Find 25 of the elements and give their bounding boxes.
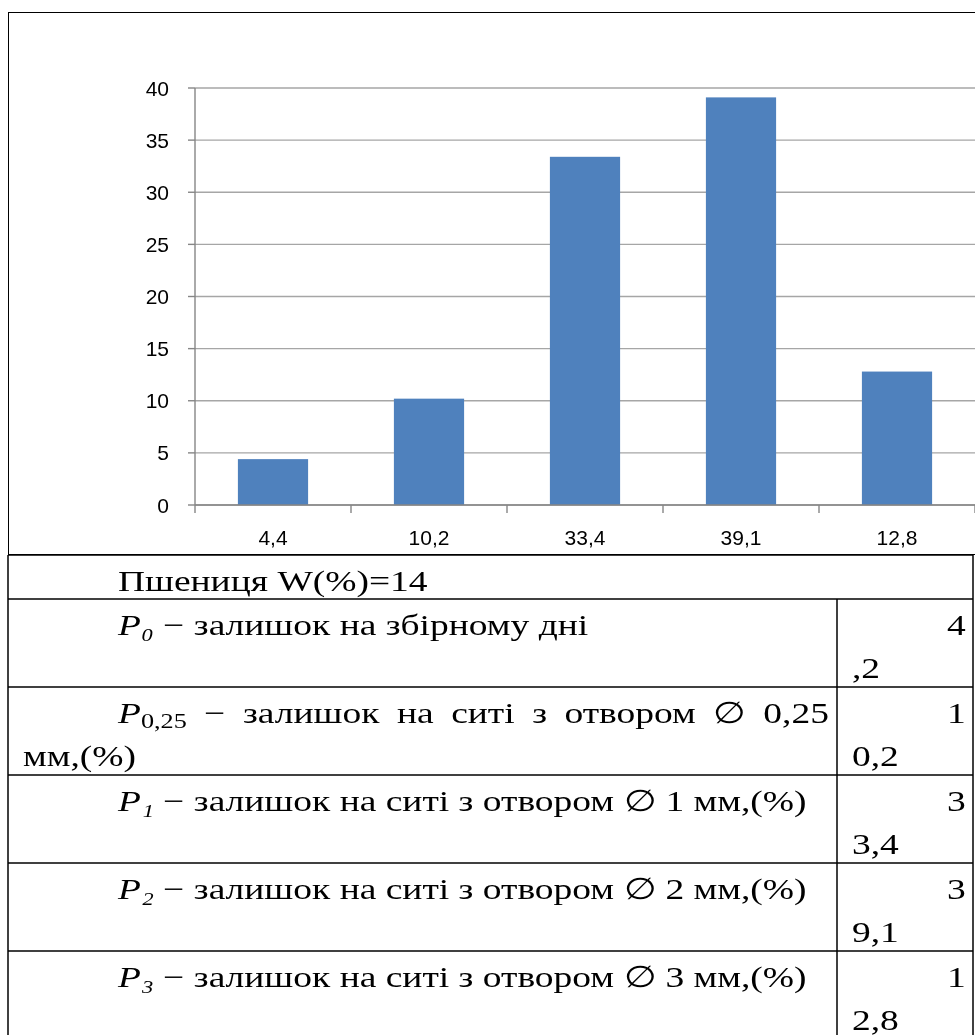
text: P₃ − залишок на ситі з отвором ∅ 3 мм,(%) [118,960,807,994]
y-tick-label: 40 [145,76,169,100]
text: 12,8 [852,960,966,1035]
y-tick-label: 35 [145,128,169,152]
text: P₀ − залишок на збірному дні [116,608,589,642]
y-tick-label: 30 [145,180,169,204]
x-tick-label: 10,2 [408,525,450,549]
x-tick-label: 39,1 [720,525,762,549]
y-tick-label: 5 [157,441,169,465]
text: 10,2 [852,696,966,773]
text: 4,2 [852,608,966,685]
text: 39,1 [852,872,966,949]
y-tick-label: 15 [145,337,169,361]
y-tick-label: 25 [145,232,169,256]
text: Пшениця W(%)=14 [118,564,428,599]
y-tick-label: 10 [145,389,169,413]
text: P$_{0,25}$ − залишок на ситі з отвором ∅ 0,25 мм,(%) [23,696,829,773]
x-tick-label: 12,8 [876,525,918,549]
y-tick-label: 20 [145,285,169,308]
y-tick-label: 0 [157,493,169,517]
text: P₁ − залишок на ситі з отвором ∅ 1 мм,(%) [118,784,807,818]
text: P₂ − залишок на ситі з отвором ∅ 2 мм,(%) [118,872,807,906]
text: 33,4 [852,784,966,861]
x-tick-label: 33,4 [564,525,606,549]
x-tick-label: 4,4 [258,525,288,549]
